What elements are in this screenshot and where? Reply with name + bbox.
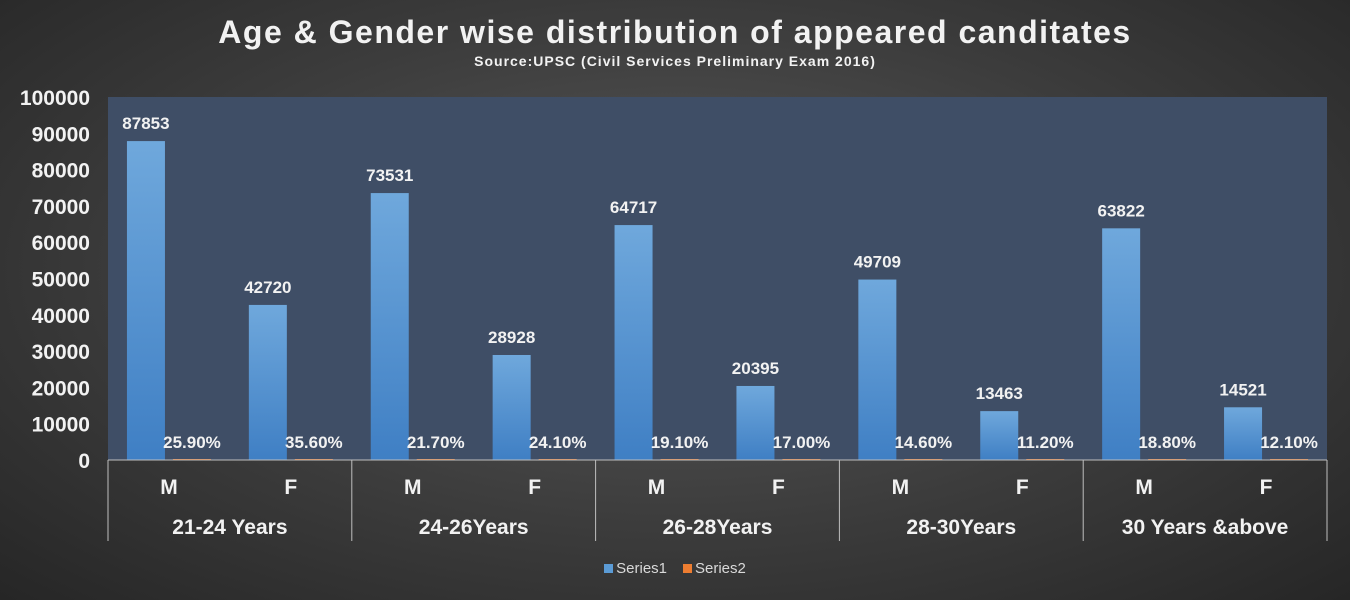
- y-tick-label: 10000: [32, 414, 90, 437]
- y-tick-label: 40000: [32, 305, 90, 328]
- series1-bar: [858, 279, 897, 460]
- chart-title: Age & Gender wise distribution of appear…: [218, 14, 1132, 50]
- series1-bar: [980, 411, 1019, 460]
- series1-bar: [1224, 407, 1263, 460]
- series1-data-label: 13463: [976, 384, 1023, 403]
- legend-label-series2: Series2: [695, 560, 746, 577]
- series2-data-label: 12.10%: [1260, 433, 1318, 452]
- x-category-label: M: [648, 476, 666, 499]
- series1-bar: [614, 225, 653, 460]
- x-category-label: M: [892, 476, 910, 499]
- y-tick-label: 70000: [32, 196, 90, 219]
- x-category-label: F: [284, 476, 297, 499]
- series1-data-label: 73531: [366, 166, 413, 185]
- x-group-label: 26-28Years: [663, 516, 773, 539]
- series1-data-label: 14521: [1219, 380, 1266, 399]
- x-category-label: F: [772, 476, 785, 499]
- series1-data-label: 63822: [1098, 201, 1145, 220]
- series2-data-label: 14.60%: [895, 433, 953, 452]
- series1-data-label: 64717: [610, 198, 657, 217]
- legend-item-series1: Series1: [604, 560, 667, 577]
- x-category-label: M: [404, 476, 422, 499]
- series1-bar: [370, 193, 409, 461]
- y-tick-label: 60000: [32, 232, 90, 255]
- x-category-label: F: [1016, 476, 1029, 499]
- x-category-label: F: [528, 476, 541, 499]
- y-tick-label: 20000: [32, 377, 90, 400]
- x-group-label: 21-24 Years: [172, 516, 287, 539]
- series1-bar: [736, 385, 775, 460]
- series1-data-label: 87853: [122, 114, 169, 133]
- series2-data-label: 25.90%: [163, 433, 221, 452]
- y-tick-label: 50000: [32, 269, 90, 292]
- series2-data-label: 24.10%: [529, 433, 587, 452]
- y-tick-label: 80000: [32, 160, 90, 183]
- series1-data-label: 28928: [488, 328, 535, 347]
- series2-data-label: 19.10%: [651, 433, 709, 452]
- series1-bar: [1102, 228, 1141, 460]
- x-group-label: 30 Years &above: [1122, 516, 1289, 539]
- series1-data-label: 49709: [854, 253, 901, 272]
- series2-data-label: 17.00%: [773, 433, 831, 452]
- series1-data-label: 20395: [732, 359, 779, 378]
- legend-item-series2: Series2: [683, 560, 746, 577]
- legend-swatch-series2: [683, 564, 692, 573]
- x-category-label: M: [1135, 476, 1153, 499]
- legend-label-series1: Series1: [616, 560, 667, 577]
- y-tick-label: 90000: [32, 123, 90, 146]
- y-tick-label: 100000: [20, 87, 90, 110]
- series1-bar: [248, 304, 287, 460]
- x-group-label: 24-26Years: [419, 516, 529, 539]
- series2-data-label: 35.60%: [285, 433, 343, 452]
- y-tick-label: 30000: [32, 341, 90, 364]
- bar-chart: 0 10000 20000 30000 40000 50000 60000 70000 8000…: [20, 87, 1328, 541]
- legend-swatch-series1: [604, 564, 614, 573]
- x-category-label: M: [160, 476, 178, 499]
- chart-subtitle: Source:UPSC (Civil Services Preliminary …: [474, 53, 876, 69]
- series1-data-label: 42720: [244, 278, 291, 297]
- series2-data-label: 18.80%: [1138, 433, 1196, 452]
- series2-data-label: 11.20%: [1017, 433, 1074, 452]
- series1-bar: [126, 141, 165, 460]
- y-tick-label: 0: [78, 450, 90, 473]
- x-category-label: F: [1260, 476, 1273, 499]
- legend: Series1 Series2: [0, 560, 1350, 577]
- series2-data-label: 21.70%: [407, 433, 465, 452]
- x-group-label: 28-30Years: [906, 516, 1016, 539]
- series1-bar: [492, 354, 531, 460]
